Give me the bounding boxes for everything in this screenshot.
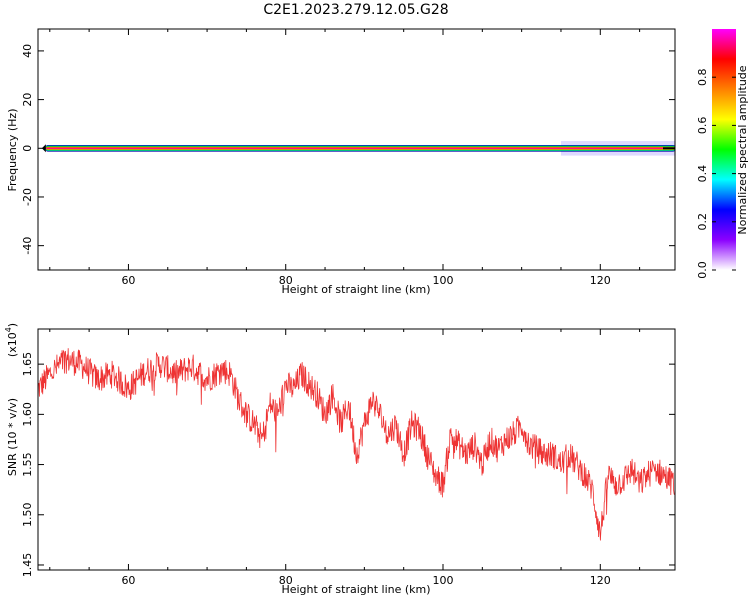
spectrogram-x-ticks: 60 80 100 120 <box>49 29 641 287</box>
snr-panel: 60 80 100 120 1.45 1.50 1.55 1.60 1.65 Height o… <box>4 323 676 596</box>
spectrogram-panel: 60 80 100 120 -40 -20 0 20 40 Height of straigh… <box>6 28 676 296</box>
snr-multiplier-exponent: 4 <box>4 327 13 332</box>
spectrogram-plot-area <box>41 140 675 156</box>
snr-y-tick-label: 1.45 <box>21 553 34 578</box>
spectrogram-x-tick-label: 120 <box>590 274 611 287</box>
spectrogram-y-tick-label: 40 <box>21 44 34 58</box>
snr-y-multiplier: (x104) <box>4 323 19 357</box>
snr-plot-area <box>38 348 675 541</box>
spectrogram-y-ticks: -40 -20 0 20 40 <box>21 44 675 255</box>
snr-y-tick-label: 1.55 <box>21 452 34 477</box>
spectrogram-x-tick-label: 60 <box>121 274 135 287</box>
spectrogram-x-axis-label: Height of straight line (km) <box>281 283 430 296</box>
snr-x-axis-label: Height of straight line (km) <box>281 583 430 596</box>
snr-y-tick-label: 1.50 <box>21 503 34 528</box>
colorbar-gradient <box>712 29 736 270</box>
snr-x-tick-label: 60 <box>121 574 135 587</box>
spectrogram-y-axis-label: Frequency (Hz) <box>6 109 19 192</box>
colorbar-tick-label: 0.2 <box>696 213 709 231</box>
colorbar-ticks: 0.0 0.2 0.4 0.6 0.8 <box>696 68 736 279</box>
spectrogram-y-tick-label: 20 <box>21 93 34 107</box>
colorbar-tick-label: 0.8 <box>696 68 709 86</box>
snr-y-ticks: 1.45 1.50 1.55 1.60 1.65 <box>21 352 675 577</box>
snr-multiplier-close: ) <box>6 323 19 327</box>
spectrogram-x-tick-label: 80 <box>279 274 293 287</box>
snr-x-tick-label: 120 <box>590 574 611 587</box>
snr-line <box>38 348 675 541</box>
spectrogram-x-tick-label: 100 <box>433 274 454 287</box>
figure-title: C2E1.2023.279.12.05.G28 <box>263 2 448 18</box>
snr-y-tick-label: 1.60 <box>21 402 34 427</box>
colorbar-tick-label: 0.6 <box>696 117 709 134</box>
snr-x-tick-label: 80 <box>279 574 293 587</box>
spectrogram-y-tick-label: -20 <box>21 188 34 206</box>
snr-multiplier-base: (x10 <box>6 332 19 357</box>
colorbar-label: Normalized spectral amplitude <box>736 65 749 234</box>
spectrogram-y-tick-label: -40 <box>21 237 34 255</box>
snr-frame <box>37 328 676 571</box>
colorbar-tick-label: 0.0 <box>696 261 709 279</box>
spectrogram-frame <box>37 28 676 271</box>
colorbar: 0.0 0.2 0.4 0.6 0.8 Normalized spectral ampl… <box>696 29 749 279</box>
snr-x-ticks: 60 80 100 120 <box>49 329 641 587</box>
band-core <box>45 147 675 149</box>
spectrogram-y-tick-label: 0 <box>21 145 34 152</box>
colorbar-tick-label: 0.4 <box>696 165 709 183</box>
snr-y-axis-label: SNR (10 * v/v) <box>6 398 19 476</box>
snr-y-tick-label: 1.65 <box>21 352 34 377</box>
snr-x-tick-label: 100 <box>433 574 454 587</box>
